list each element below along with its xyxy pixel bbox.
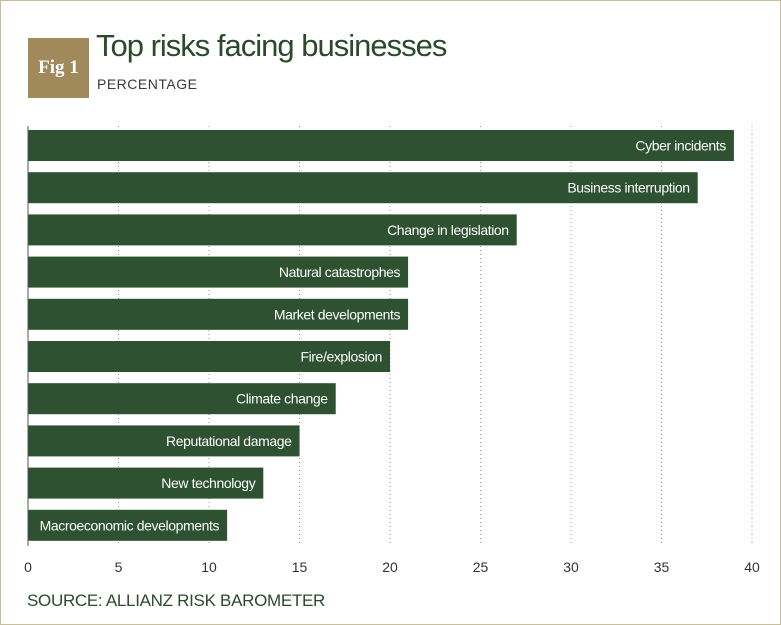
bar-label: Cyber incidents <box>635 138 726 154</box>
bar <box>28 383 336 415</box>
bar <box>28 214 517 246</box>
x-tick-label: 25 <box>473 559 489 575</box>
bar-label: Climate change <box>236 391 328 407</box>
x-tick-label: 40 <box>744 559 760 575</box>
bar <box>28 341 390 372</box>
bar-label: Business interruption <box>567 180 689 196</box>
bar-label: New technology <box>161 475 255 491</box>
bars: Cyber incidents Business interruption Chan… <box>28 130 734 541</box>
x-tick-label: 35 <box>654 559 670 575</box>
x-tick-label: 15 <box>292 559 308 575</box>
x-tick-label: 20 <box>382 559 398 575</box>
bar-label: Macroeconomic developments <box>40 517 220 533</box>
chart-subtitle: PERCENTAGE <box>97 76 198 92</box>
x-tick-label: 30 <box>563 559 579 575</box>
bar <box>28 256 409 288</box>
bar-label: Natural catastrophes <box>279 264 401 280</box>
bar <box>28 298 409 330</box>
bar <box>28 509 228 541</box>
bar-label: Market developments <box>274 306 401 322</box>
x-tick-label: 5 <box>115 559 123 575</box>
bar-label: Fire/explosion <box>300 349 382 365</box>
figure-badge: Fig 1 <box>28 38 89 98</box>
x-axis: 0 5 10 15 20 25 30 35 40 <box>24 126 760 575</box>
bar-label: Reputational damage <box>166 433 292 449</box>
bar <box>28 425 300 457</box>
source-note: SOURCE: ALLIANZ RISK BAROMETER <box>27 591 326 610</box>
bar <box>28 130 734 161</box>
bar <box>28 467 264 499</box>
x-tick-label: 0 <box>24 559 32 575</box>
bar <box>28 172 698 204</box>
x-tick-label: 10 <box>201 559 217 575</box>
chart-title: Top risks facing businesses <box>96 28 447 63</box>
bar-label: Change in legislation <box>387 222 509 238</box>
